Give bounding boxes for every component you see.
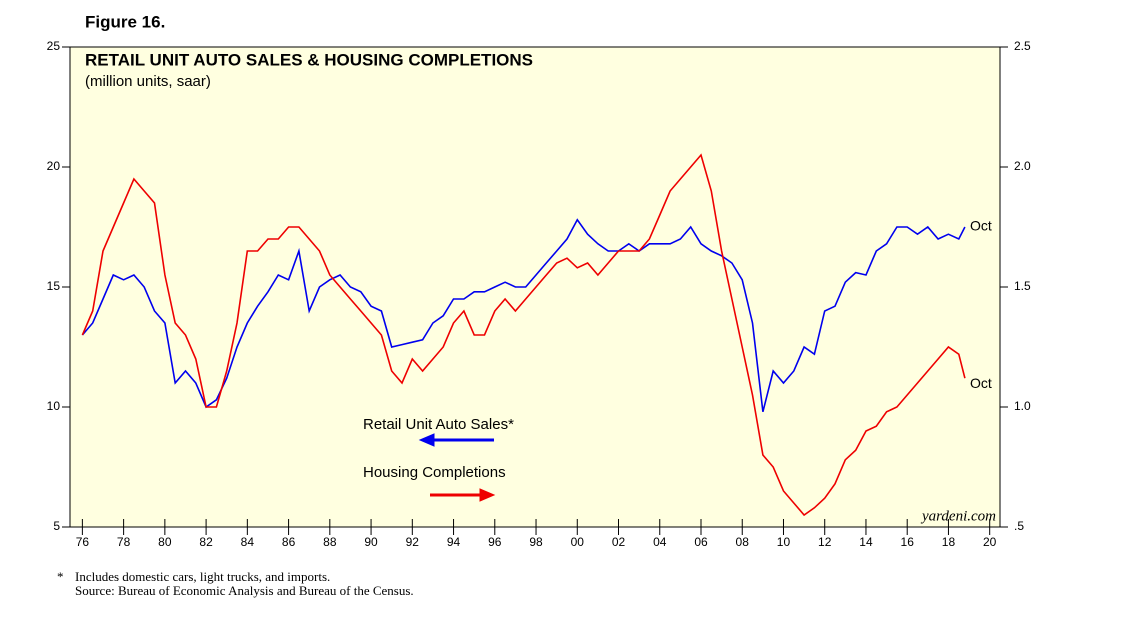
x-tick-label: 98	[529, 535, 543, 549]
y2-tick-label: 1.5	[1014, 279, 1031, 293]
x-tick-label: 18	[942, 535, 956, 549]
figure-label: Figure 16.	[85, 12, 165, 31]
chart-title: RETAIL UNIT AUTO SALES & HOUSING COMPLET…	[85, 50, 533, 69]
legend-label: Retail Unit Auto Sales*	[363, 416, 514, 433]
end-label: Oct	[970, 218, 992, 234]
legend-arrow	[430, 488, 496, 502]
watermark: yardeni.com	[920, 508, 996, 524]
x-tick-label: 12	[818, 535, 832, 549]
x-tick-label: 86	[282, 535, 296, 549]
x-tick-label: 20	[983, 535, 997, 549]
x-tick-label: 94	[447, 535, 461, 549]
x-tick-label: 00	[571, 535, 585, 549]
x-tick-label: 96	[488, 535, 502, 549]
series-line	[81, 218, 966, 412]
x-tick-label: 84	[241, 535, 255, 549]
x-tick-label: 08	[736, 535, 750, 549]
x-tick-label: 14	[859, 535, 873, 549]
y-tick-label: 15	[47, 279, 61, 293]
x-tick-label: 80	[158, 535, 172, 549]
y2-tick-label: 2.0	[1014, 159, 1031, 173]
x-tick-label: 16	[901, 535, 915, 549]
y-tick-label: 10	[47, 399, 61, 413]
x-tick-label: 76	[76, 535, 90, 549]
source: Source: Bureau of Economic Analysis and …	[75, 583, 414, 598]
x-tick-label: 10	[777, 535, 791, 549]
x-tick-label: 06	[694, 535, 708, 549]
x-tick-label: 88	[323, 535, 337, 549]
x-tick-label: 90	[364, 535, 378, 549]
footnote: Includes domestic cars, light trucks, an…	[75, 569, 330, 584]
footnote-marker: *	[57, 569, 64, 584]
legend-arrow	[418, 433, 494, 447]
y2-tick-label: 1.0	[1014, 399, 1031, 413]
x-tick-label: 78	[117, 535, 131, 549]
x-tick-label: 82	[199, 535, 213, 549]
y-tick-label: 25	[47, 39, 61, 53]
series-line	[81, 153, 966, 517]
y2-tick-label: 2.5	[1014, 39, 1031, 53]
legend-label: Housing Completions	[363, 464, 506, 481]
x-tick-label: 92	[406, 535, 420, 549]
y-tick-label: 5	[53, 519, 60, 533]
y2-tick-label: .5	[1014, 519, 1024, 533]
chart-subtitle: (million units, saar)	[85, 73, 211, 90]
x-tick-label: 04	[653, 535, 667, 549]
end-label: Oct	[970, 375, 992, 391]
x-tick-label: 02	[612, 535, 626, 549]
y-tick-label: 20	[47, 159, 61, 173]
